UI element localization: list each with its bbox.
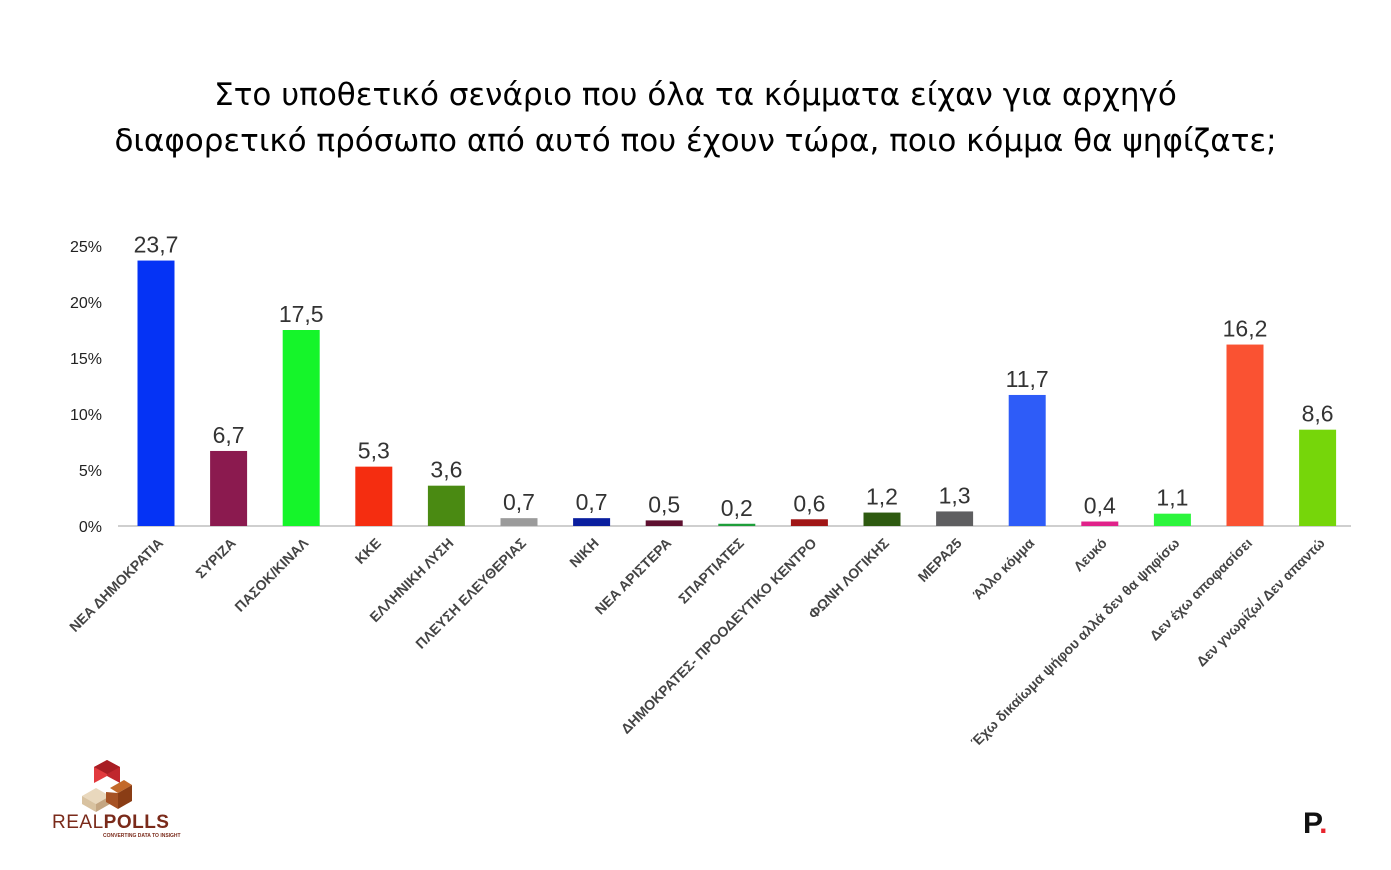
bar bbox=[1153, 513, 1191, 526]
y-tick-label: 10% bbox=[70, 407, 102, 424]
realpolls-wordmark: REALPOLLS bbox=[52, 812, 169, 834]
data-label: 0,2 bbox=[721, 495, 753, 521]
y-tick-label: 20% bbox=[70, 295, 102, 312]
bar bbox=[1081, 521, 1119, 526]
data-label: 0,7 bbox=[576, 489, 608, 515]
brand-name-part-2: POLLS bbox=[103, 812, 170, 833]
y-tick-label: 25% bbox=[70, 239, 102, 256]
data-label: 16,2 bbox=[1223, 316, 1268, 342]
realpolls-tagline: CONVERTING DATA TO INSIGHT bbox=[103, 833, 181, 839]
data-label: 1,3 bbox=[939, 482, 971, 508]
data-label: 11,7 bbox=[1006, 366, 1049, 392]
x-tick-label: ΚΚΕ bbox=[352, 535, 384, 567]
bar bbox=[1226, 344, 1264, 526]
data-label: 0,6 bbox=[793, 490, 825, 516]
x-tick-label: Λευκό bbox=[1070, 535, 1110, 575]
data-label: 5,3 bbox=[358, 438, 390, 464]
y-tick-label: 15% bbox=[70, 351, 102, 368]
x-tick-label: ΣΠΑΡΤΙΑΤΕΣ bbox=[675, 535, 747, 607]
data-label: 8,6 bbox=[1302, 401, 1334, 427]
bar bbox=[355, 466, 393, 526]
bar bbox=[645, 520, 683, 526]
data-label: 0,4 bbox=[1084, 493, 1116, 519]
data-label: 0,7 bbox=[503, 489, 535, 515]
y-tick-label: 0% bbox=[79, 519, 102, 536]
value-labels: 23,7 6,7 17,5 5,3 3,6 0,7 0,7 0,5 0,2 0,6 1,2 1,3 11… bbox=[134, 232, 1334, 521]
bar bbox=[427, 485, 465, 526]
x-tick-label: ΠΑΣΟΚ/ΚΙΝΑΛ bbox=[231, 534, 311, 614]
chart-title: Στο υποθετικό σενάριο που όλα τα κόμματα… bbox=[0, 72, 1391, 164]
bar bbox=[718, 523, 756, 526]
publisher-logo-dot: . bbox=[1319, 807, 1328, 840]
data-label: 0,5 bbox=[648, 491, 680, 517]
y-axis: 0% 5% 10% 15% 20% 25% bbox=[70, 239, 102, 536]
bar bbox=[863, 512, 901, 526]
x-tick-label: ΜΕΡΑ25 bbox=[915, 535, 965, 585]
chart-title-line-1: Στο υποθετικό σενάριο που όλα τα κόμματα… bbox=[214, 77, 1177, 113]
data-label: 1,1 bbox=[1156, 485, 1188, 511]
bar-series bbox=[137, 260, 1337, 526]
realpolls-logo-icon bbox=[82, 760, 132, 812]
bar bbox=[790, 519, 828, 526]
bar bbox=[282, 330, 320, 526]
y-tick-label: 5% bbox=[79, 463, 102, 480]
bar bbox=[573, 518, 611, 526]
brand-name-part-1: REAL bbox=[52, 812, 104, 833]
data-label: 1,2 bbox=[866, 484, 898, 510]
data-label: 3,6 bbox=[430, 457, 462, 483]
publisher-logo: P. bbox=[1303, 809, 1328, 839]
x-tick-label: Δεν γνωρίζω/ Δεν απαντώ bbox=[1193, 535, 1328, 670]
bar bbox=[500, 518, 538, 526]
x-tick-label: ΝΕΑ ΔΗΜΟΚΡΑΤΙΑ bbox=[66, 535, 166, 635]
publisher-logo-letter: P bbox=[1303, 807, 1320, 840]
x-tick-label: Άλλο κόμμα bbox=[970, 535, 1038, 603]
bar bbox=[1299, 429, 1337, 526]
chart-title-line-2: διαφορετικό πρόσωπο από αυτό που έχουν τ… bbox=[114, 123, 1277, 159]
data-label: 17,5 bbox=[279, 301, 324, 327]
x-tick-label: ΝΙΚΗ bbox=[566, 535, 602, 571]
bar bbox=[1008, 394, 1046, 526]
bar bbox=[210, 450, 248, 526]
bar bbox=[936, 511, 974, 526]
x-tick-label: ΝΕΑ ΑΡΙΣΤΕΡΑ bbox=[592, 535, 675, 618]
x-tick-label: ΣΥΡΙΖΑ bbox=[192, 535, 238, 581]
x-tick-label: ΦΩΝΗ ΛΟΓΙΚΗΣ bbox=[805, 535, 892, 622]
bar bbox=[137, 260, 175, 526]
data-label: 23,7 bbox=[134, 232, 179, 258]
data-label: 6,7 bbox=[213, 422, 245, 448]
